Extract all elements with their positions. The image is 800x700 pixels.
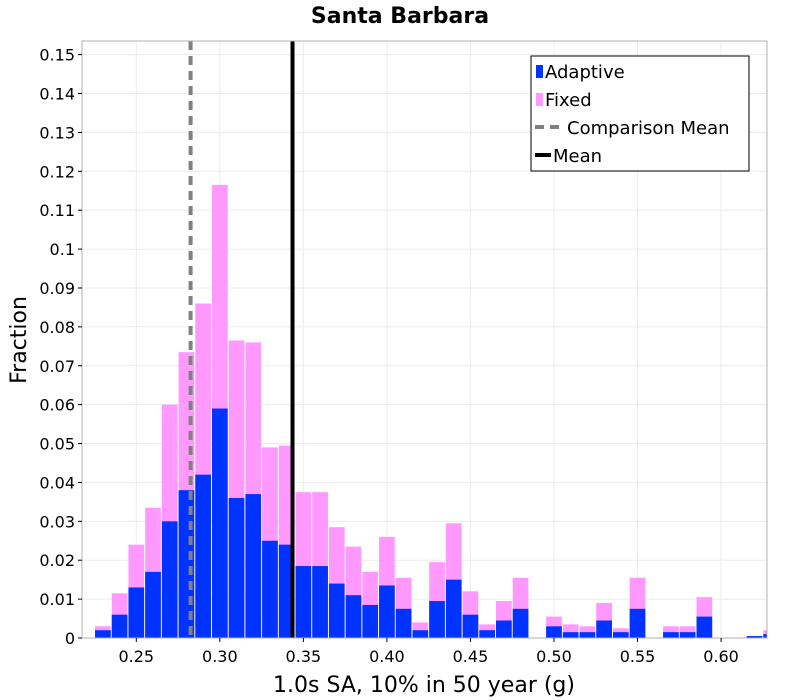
x-tick-label: 0.40 — [369, 647, 405, 666]
bar-adaptive — [328, 583, 345, 638]
bar-adaptive — [145, 571, 161, 638]
bar-adaptive — [362, 604, 379, 638]
bar-adaptive — [412, 630, 429, 638]
y-tick-label: 0.08 — [39, 318, 75, 337]
bar-adaptive — [546, 626, 562, 638]
bar-adaptive — [211, 408, 228, 638]
bar-adaptive — [496, 620, 512, 638]
y-tick-label: 0.1 — [50, 240, 75, 259]
bar-adaptive — [579, 632, 596, 638]
y-tick-label: 0.01 — [39, 590, 75, 609]
legend-label-comparison-mean: Comparison Mean — [567, 118, 730, 139]
bar-adaptive — [462, 614, 479, 638]
bar-adaptive — [679, 632, 696, 638]
bar-adaptive — [395, 608, 412, 638]
bar-adaptive — [228, 497, 245, 638]
legend-label-mean: Mean — [553, 146, 602, 167]
bars — [95, 184, 767, 638]
y-tick-label: 0.11 — [39, 201, 75, 220]
y-axis-label: Fraction — [7, 296, 32, 384]
bar-adaptive — [696, 616, 713, 638]
bar-adaptive — [345, 595, 362, 638]
x-axis-ticks: 0.25 0.30 0.35 0.40 0.45 0.50 0.55 0.60 — [118, 638, 739, 666]
bar-adaptive — [479, 630, 496, 638]
x-tick-label: 0.60 — [703, 647, 739, 666]
y-tick-label: 0.14 — [39, 85, 75, 104]
bar-adaptive — [312, 566, 328, 638]
legend-swatch-adaptive — [536, 65, 543, 78]
y-tick-label: 0.06 — [39, 396, 75, 415]
legend-label-fixed: Fixed — [545, 90, 592, 111]
y-tick-label: 0.03 — [39, 512, 75, 531]
bar-adaptive — [445, 579, 462, 638]
x-tick-label: 0.25 — [118, 647, 154, 666]
y-tick-label: 0.05 — [39, 435, 75, 454]
y-tick-label: 0.13 — [39, 123, 75, 142]
reference-lines — [188, 41, 295, 638]
bar-adaptive — [562, 632, 579, 638]
y-tick-label: 0.12 — [39, 162, 75, 181]
bar-adaptive — [763, 634, 767, 638]
y-tick-label: 0.07 — [39, 357, 75, 376]
bar-fixed — [763, 630, 767, 638]
y-tick-label: 0.04 — [39, 473, 75, 492]
bar-adaptive — [663, 632, 679, 638]
x-tick-label: 0.50 — [536, 647, 572, 666]
bar-adaptive — [379, 585, 395, 638]
x-tick-label: 0.35 — [286, 647, 322, 666]
y-tick-label: 0.02 — [39, 551, 75, 570]
chart-title: Santa Barbara — [311, 4, 489, 29]
x-axis-label: 1.0s SA, 10% in 50 year (g) — [273, 673, 575, 698]
bar-adaptive — [596, 620, 612, 638]
bar-adaptive — [629, 608, 646, 638]
bar-adaptive — [512, 608, 529, 638]
bar-adaptive — [429, 601, 445, 638]
bar-adaptive — [245, 494, 262, 638]
bar-adaptive — [746, 636, 763, 638]
y-axis-ticks: 0 0.01 0.02 0.03 0.04 0.05 0.06 0.07 0.08 0.09 0.1… — [39, 46, 82, 648]
legend-box — [530, 55, 750, 172]
bar-adaptive — [95, 630, 111, 638]
bar-adaptive — [111, 614, 128, 638]
bar-adaptive — [128, 587, 145, 638]
bar-adaptive — [262, 540, 278, 638]
bar-adaptive — [612, 632, 629, 638]
bar-adaptive — [195, 474, 211, 638]
plot-frame — [81, 40, 768, 639]
y-tick-label: 0.15 — [39, 46, 75, 65]
bar-adaptive — [295, 566, 312, 638]
bar-adaptive — [161, 521, 178, 638]
x-tick-label: 0.45 — [453, 647, 489, 666]
x-tick-label: 0.55 — [620, 647, 656, 666]
x-tick-label: 0.30 — [202, 647, 238, 666]
legend-swatch-fixed — [536, 93, 543, 106]
legend: Adaptive Fixed Comparison Mean Mean — [530, 55, 750, 172]
y-tick-label: 0 — [65, 629, 75, 648]
y-tick-label: 0.09 — [39, 279, 75, 298]
legend-label-adaptive: Adaptive — [545, 62, 625, 83]
